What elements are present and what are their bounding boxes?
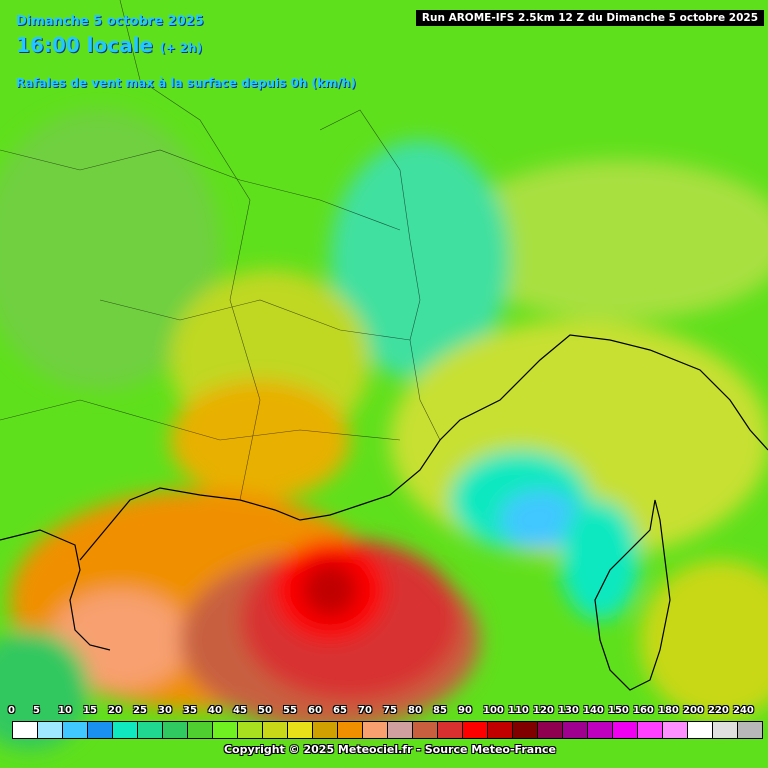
legend-label: 130 (558, 705, 579, 716)
legend-swatch (612, 721, 638, 739)
legend-label: 90 (458, 705, 472, 716)
legend-swatch (37, 721, 63, 739)
legend-swatch (662, 721, 688, 739)
legend-swatch (12, 721, 38, 739)
legend-swatch (637, 721, 663, 739)
legend-label: 70 (358, 705, 372, 716)
legend-swatch (412, 721, 438, 739)
legend-label: 150 (608, 705, 629, 716)
legend-label: 30 (158, 705, 172, 716)
legend-label: 35 (183, 705, 197, 716)
legend-label: 100 (483, 705, 504, 716)
legend-label: 65 (333, 705, 347, 716)
legend-swatch (62, 721, 88, 739)
legend-swatch (687, 721, 713, 739)
date: Dimanche 5 octobre 2025 (16, 14, 204, 29)
legend-label: 25 (133, 705, 147, 716)
legend-swatch (262, 721, 288, 739)
legend-label: 220 (708, 705, 729, 716)
legend-label: 60 (308, 705, 322, 716)
legend-label: 180 (658, 705, 679, 716)
legend-swatch (437, 721, 463, 739)
legend-label: 240 (733, 705, 754, 716)
legend-swatch (187, 721, 213, 739)
legend-label: 85 (433, 705, 447, 716)
legend-label: 10 (58, 705, 72, 716)
legend-label: 200 (683, 705, 704, 716)
legend-swatch (312, 721, 338, 739)
legend-label: 40 (208, 705, 222, 716)
parameter: Rafales de vent max à la surface depuis … (16, 76, 356, 90)
legend-swatch (562, 721, 588, 739)
borders (0, 0, 441, 501)
legend-swatch (112, 721, 138, 739)
legend-swatch (287, 721, 313, 739)
copyright: Copyright © 2025 Meteociel.fr - Source M… (223, 743, 557, 756)
legend-label: 140 (583, 705, 604, 716)
time-offset: (+ 2h) (159, 41, 203, 55)
time: 16:00 locale (+ 2h) (16, 33, 202, 57)
legend-label: 50 (258, 705, 272, 716)
coastlines (0, 334, 768, 691)
time-text: 16:00 locale (16, 33, 153, 57)
legend-label: 15 (83, 705, 97, 716)
legend-swatch (712, 721, 738, 739)
legend-label: 0 (8, 705, 15, 716)
legend-label: 20 (108, 705, 122, 716)
legend-swatch (87, 721, 113, 739)
legend-swatch (737, 721, 763, 739)
legend-label: 120 (533, 705, 554, 716)
legend-swatch (137, 721, 163, 739)
wind-field (0, 110, 768, 750)
legend-swatch (487, 721, 513, 739)
legend-label: 110 (508, 705, 529, 716)
legend-swatch (362, 721, 388, 739)
legend-label: 5 (33, 705, 40, 716)
legend-swatch (462, 721, 488, 739)
legend-label: 45 (233, 705, 247, 716)
legend-swatch (512, 721, 538, 739)
run-info: Run AROME-IFS 2.5km 12 Z du Dimanche 5 o… (415, 10, 764, 26)
legend-swatch (212, 721, 238, 739)
legend-swatch (537, 721, 563, 739)
legend-swatch (237, 721, 263, 739)
legend-swatch (337, 721, 363, 739)
legend-label: 55 (283, 705, 297, 716)
legend-swatch (387, 721, 413, 739)
legend-label: 160 (633, 705, 654, 716)
legend-swatch (162, 721, 188, 739)
legend-label: 80 (408, 705, 422, 716)
legend-label: 75 (383, 705, 397, 716)
legend-swatch (587, 721, 613, 739)
